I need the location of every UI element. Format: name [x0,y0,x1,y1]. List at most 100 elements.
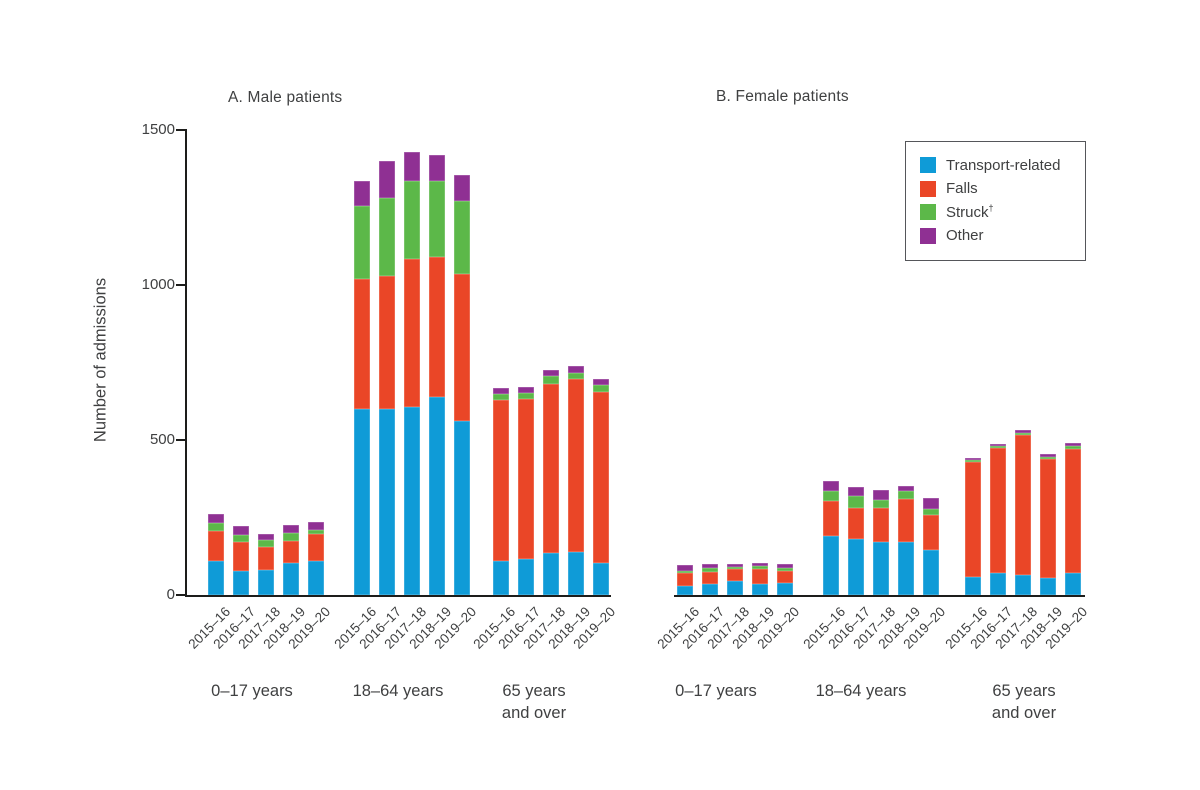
bar-segment-falls [965,462,981,578]
bar-segment-transport-related [308,561,324,595]
struck-swatch-icon [920,204,936,220]
y-tick-mark [176,594,185,596]
bar-segment-falls [354,278,370,409]
bar-segment-struck [543,376,559,385]
panel-b-title: B. Female patients [716,88,849,105]
bar-segment-transport-related [593,563,609,595]
legend-label: Other [946,227,984,244]
bar-segment-falls [752,569,768,585]
y-tick-mark [176,284,185,286]
x-axis-line [674,595,1085,597]
y-tick-label: 1500 [141,121,175,138]
bar-segment-struck [258,540,274,548]
group-label: 18–64 years [313,680,483,702]
bar-segment-other [543,370,559,377]
other-swatch-icon [920,227,936,244]
bar-segment-transport-related [702,583,718,595]
legend-label: Falls [946,180,978,197]
group-label: 0–17 years [631,680,801,702]
bar-segment-transport-related [777,583,793,595]
bar-segment-other [429,154,445,182]
group-label: 65 years and over [449,680,619,724]
y-tick-mark [176,129,185,131]
legend-label: Transport-related [946,156,1061,174]
bar-segment-struck [777,567,793,571]
bar-segment-other [354,181,370,206]
bar-segment-falls [233,542,249,572]
bar-segment-falls [543,384,559,554]
bar-segment-struck [848,496,864,509]
bar-segment-transport-related [1040,578,1056,595]
bar-segment-other [308,521,324,530]
bar-segment-other [873,489,889,500]
bar-segment-transport-related [543,553,559,595]
bar-segment-other [965,457,981,460]
bar-segment-struck [208,522,224,532]
bar-segment-other [923,497,939,510]
bar-segment-falls [593,392,609,564]
bar-segment-other [1040,454,1056,457]
bar-segment-struck [283,533,299,542]
bar-segment-struck [923,509,939,515]
bar-segment-struck [752,565,768,570]
group-label-line: 65 years [502,682,566,700]
bar-segment-transport-related [404,407,420,595]
bar-segment-other [208,514,224,523]
bar-segment-struck [568,372,584,379]
bar-segment-other [848,486,864,497]
bar-segment-falls [990,447,1006,573]
bar-segment-other [379,161,395,199]
bar-segment-transport-related [379,409,395,595]
bar-segment-falls [898,498,914,543]
y-tick-label: 0 [166,586,175,603]
bar-segment-struck [1065,445,1081,449]
bar-segment-struck [518,392,534,399]
bar-segment-other [823,480,839,491]
group-label: 18–64 years [776,680,946,702]
bar-segment-falls [429,257,445,397]
legend-item-struck: Struck† [920,202,1077,223]
bar-segment-other [727,564,743,568]
bar-segment-falls [208,531,224,561]
bar-segment-falls [568,378,584,552]
falls-swatch-icon [920,180,936,197]
bar-segment-struck [727,567,743,570]
bar-segment-falls [1065,448,1081,573]
bar-segment-other [702,564,718,569]
bar-segment-struck [898,490,914,499]
bar-segment-other [752,562,768,566]
group-label-line: 65 years [992,682,1056,700]
bar-segment-falls [1015,435,1031,576]
group-label-line: 0–17 years [675,682,757,700]
bar-segment-transport-related [1065,572,1081,595]
bar-segment-transport-related [568,551,584,595]
bar-segment-struck [593,384,609,393]
bar-segment-falls [283,541,299,564]
bar-segment-other [283,524,299,534]
bar-segment-other [677,565,693,571]
bar-segment-struck [493,394,509,400]
bar-segment-falls [308,534,324,562]
bar-segment-struck [873,499,889,508]
bar-segment-transport-related [848,539,864,595]
bar-segment-struck [677,570,693,574]
bar-segment-falls [777,570,793,584]
bar-segment-other [493,387,509,395]
bar-segment-transport-related [233,571,249,595]
bar-segment-other [593,378,609,385]
bar-segment-other [990,444,1006,446]
bar-segment-other [898,486,914,491]
y-axis-line [185,129,187,597]
bar-segment-falls [454,274,470,422]
bar-segment-transport-related [258,569,274,595]
legend-label: Struck† [946,202,994,221]
group-label-line: and over [501,704,567,722]
legend-item-transport-related: Transport-related [920,155,1077,176]
bar-segment-transport-related [677,586,693,595]
bar-segment-falls [404,258,420,408]
bar-segment-other [518,387,534,393]
bar-segment-struck [1015,432,1031,436]
bar-segment-transport-related [898,542,914,595]
bar-segment-transport-related [873,541,889,595]
